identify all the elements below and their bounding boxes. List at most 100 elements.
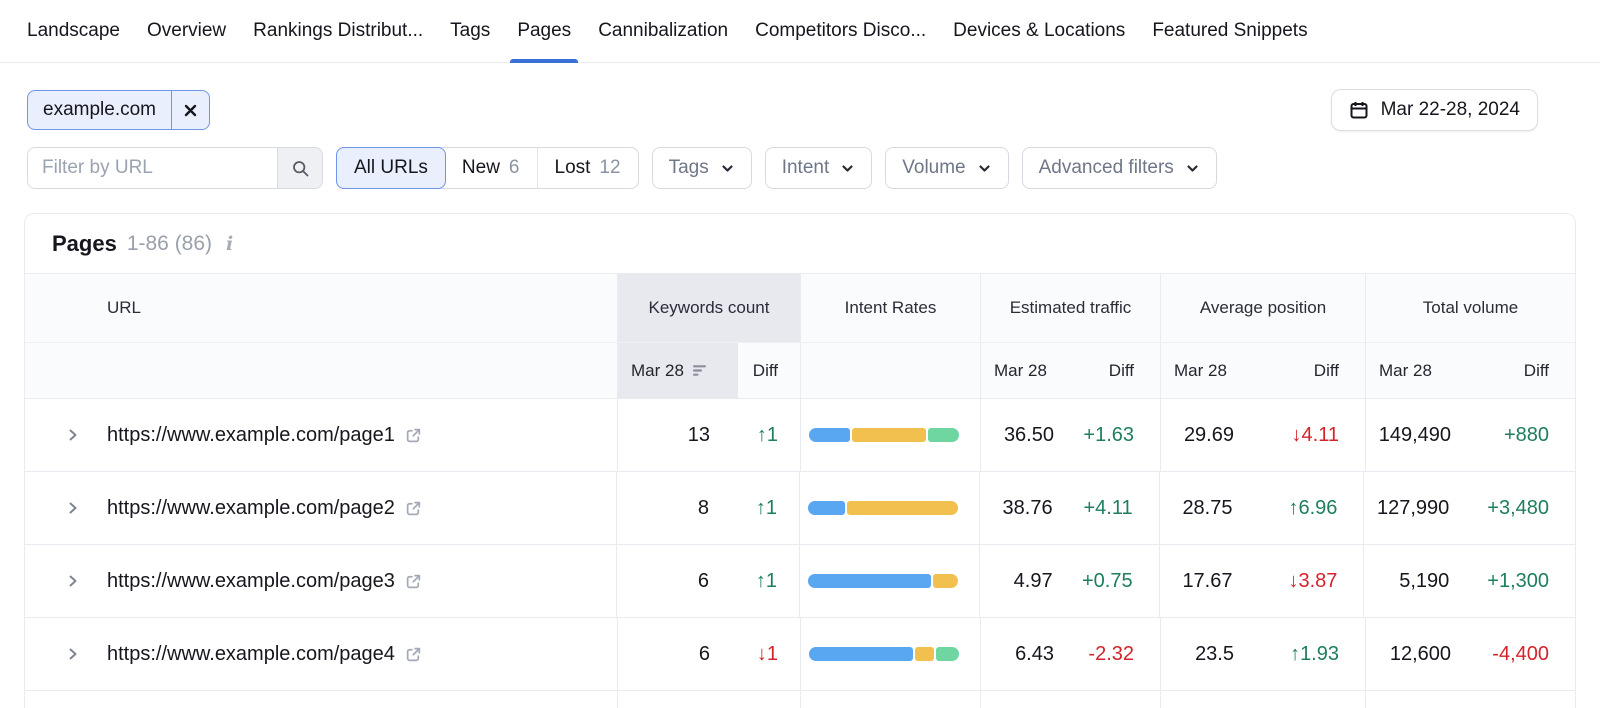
tab-devices-locations[interactable]: Devices & Locations: [953, 20, 1126, 41]
url-status-segments: All URLs New 6 Lost 12: [336, 147, 639, 189]
expand-row-button[interactable]: [65, 646, 81, 662]
sort-position-diff[interactable]: Diff: [1313, 360, 1339, 380]
segment-count: 12: [599, 157, 621, 178]
average-position-value: 17.67: [1158, 545, 1271, 617]
open-page-button[interactable]: [405, 573, 422, 590]
close-icon: [184, 104, 197, 116]
segment-label: Lost: [554, 157, 591, 178]
expand-row-button[interactable]: [65, 427, 81, 443]
sort-position-date[interactable]: Mar 28: [1160, 343, 1272, 398]
filter-chip-domain[interactable]: example.com: [27, 90, 210, 130]
chevron-down-icon: [1187, 164, 1198, 172]
table-row[interactable]: https://www.example.com/page2 8 ↑1 38.76 +4.…: [25, 472, 1575, 545]
intent-segment-blue: [809, 647, 913, 661]
total-volume-diff: +880: [1503, 423, 1549, 446]
intent-rates-bar: [809, 647, 959, 661]
chip-label: example.com: [43, 99, 156, 120]
search-button[interactable]: [277, 148, 322, 188]
estimated-traffic-diff: [1092, 691, 1160, 708]
sort-volume-diff[interactable]: Diff: [1523, 360, 1549, 380]
page-url[interactable]: https://www.example.com/page1: [107, 423, 395, 446]
remove-chip-button[interactable]: [171, 91, 209, 129]
segment-label: New: [461, 157, 500, 178]
sort-desc-icon: [692, 365, 706, 376]
intent-rates-cell: [800, 618, 980, 690]
dropdown-label: Advanced filters: [1038, 157, 1174, 178]
dropdown-tags[interactable]: Tags: [651, 147, 752, 189]
tab-tags[interactable]: Tags: [450, 20, 491, 41]
open-page-button[interactable]: [405, 427, 422, 444]
keywords-count-diff: ↑1: [756, 423, 778, 446]
page-url[interactable]: https://www.example.com/page4: [107, 642, 395, 665]
keywords-count-value: 8: [616, 472, 737, 544]
tab-overview[interactable]: Overview: [146, 20, 227, 41]
open-page-button[interactable]: [405, 646, 422, 663]
tab-cannibalization[interactable]: Cannibalization: [598, 20, 729, 41]
estimated-traffic-diff: +4.11: [1083, 496, 1133, 519]
average-position-diff: ↑1.93: [1290, 642, 1339, 665]
open-page-button[interactable]: [405, 500, 422, 517]
tab-competitors-disco[interactable]: Competitors Disco...: [755, 20, 927, 41]
dropdown-advanced-filters[interactable]: Advanced filters: [1021, 147, 1217, 189]
page-url[interactable]: https://www.example.com/page2: [107, 496, 395, 519]
intent-segment-blue: [807, 501, 845, 515]
estimated-traffic-value: 4.97: [978, 545, 1091, 617]
total-volume-diff: [1489, 691, 1575, 708]
col-url: URL: [107, 298, 142, 317]
url-filter-input[interactable]: [28, 148, 277, 188]
col-keywords-count[interactable]: Keywords count: [617, 274, 800, 342]
total-volume-diff: -4,400: [1492, 642, 1549, 665]
col-intent-rates: Intent Rates: [800, 274, 980, 342]
estimated-traffic-diff: -2.32: [1088, 642, 1134, 665]
expand-row-button[interactable]: [65, 573, 81, 589]
table-row[interactable]: https://www.example.com/page4 6 ↓1 6.43 -2.3…: [25, 618, 1575, 691]
segment-label: All URLs: [354, 157, 428, 178]
keywords-count-value: 6: [617, 618, 738, 690]
col-total-volume: Total volume: [1365, 274, 1575, 342]
dropdown-intent[interactable]: Intent: [764, 147, 873, 189]
segment-new[interactable]: New 6: [445, 148, 537, 188]
tab-landscape[interactable]: Landscape: [27, 20, 120, 41]
col-average-position: Average position: [1160, 274, 1365, 342]
intent-segment-green: [935, 647, 959, 661]
chip-row: example.com Mar 22-28, 2024: [27, 89, 1538, 131]
table-row[interactable]: https://www.example.com/page1 13 ↑1 36.50 +1…: [25, 399, 1575, 472]
page-url[interactable]: https://www.example.com/page3: [107, 569, 395, 592]
report-tabs: Landscape Overview Rankings Distribut... Ta…: [0, 0, 1600, 63]
segment-lost[interactable]: Lost 12: [536, 148, 638, 188]
table-row[interactable]: https://www.example.com/page3 6 ↑1 4.97 +0.7…: [25, 545, 1575, 618]
table-title: Pages: [52, 230, 117, 256]
sort-keywords-diff[interactable]: Diff: [752, 360, 778, 380]
table-body: https://www.example.com/page1 13 ↑1 36.50 +1…: [25, 399, 1575, 708]
estimated-traffic-value: 38.76: [978, 472, 1091, 544]
intent-segment-blue: [807, 574, 931, 588]
chevron-right-icon: [69, 502, 77, 514]
external-link-icon: [406, 574, 421, 588]
average-position-diff: ↓4.11: [1291, 423, 1339, 446]
average-position-diff: ↓3.87: [1288, 569, 1338, 592]
dropdown-volume[interactable]: Volume: [885, 147, 1009, 189]
sort-keywords-date[interactable]: Mar 28: [617, 343, 738, 398]
expand-row-button[interactable]: [65, 500, 81, 516]
dropdown-label: Tags: [668, 157, 709, 178]
total-volume-value: 127,990: [1363, 472, 1487, 544]
external-link-icon: [406, 647, 421, 661]
estimated-traffic-value: 6.43: [980, 618, 1092, 690]
tab-featured-snippets[interactable]: Featured Snippets: [1152, 20, 1308, 41]
tab-rankings-distribut[interactable]: Rankings Distribut...: [253, 20, 424, 41]
sort-traffic-date[interactable]: Mar 28: [980, 343, 1092, 398]
tab-pages[interactable]: Pages: [510, 0, 579, 63]
chevron-right-icon: [69, 575, 77, 587]
keywords-count-diff: ↑1: [755, 569, 777, 592]
date-range-picker[interactable]: Mar 22-28, 2024: [1330, 89, 1538, 131]
url-cell: https://www.example.com/page2: [25, 472, 616, 544]
external-link-icon: [406, 428, 421, 442]
segment-all-urls[interactable]: All URLs: [336, 147, 446, 189]
intent-segment-green: [928, 428, 959, 442]
info-icon[interactable]: i: [226, 232, 234, 255]
intent-rates-cell: [800, 399, 980, 471]
keywords-count-value: 13: [617, 399, 738, 471]
url-cell: [25, 691, 617, 708]
sort-volume-date[interactable]: Mar 28: [1365, 343, 1489, 398]
sort-traffic-diff[interactable]: Diff: [1108, 360, 1134, 380]
